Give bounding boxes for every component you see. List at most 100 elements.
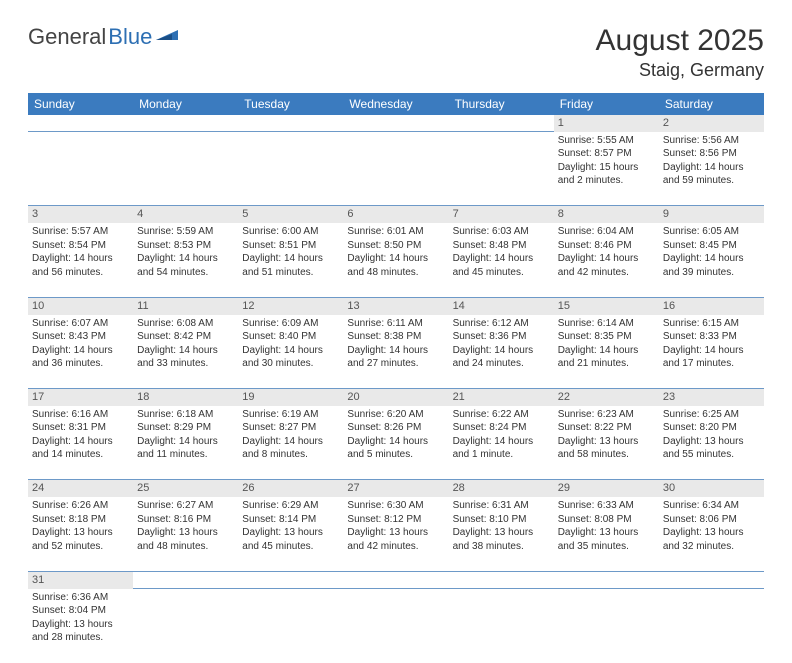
daylight-text: Daylight: 14 hours and 33 minutes. [137,344,234,371]
month-title: August 2025 [596,24,764,58]
day-number-cell: 6 [343,206,448,223]
daylight-text: Daylight: 14 hours and 17 minutes. [663,344,760,371]
sunset-text: Sunset: 8:27 PM [242,421,339,435]
sunset-text: Sunset: 8:22 PM [558,421,655,435]
day-number-cell: 21 [449,389,554,406]
sunrise-text: Sunrise: 6:18 AM [137,408,234,422]
sunset-text: Sunset: 8:43 PM [32,330,129,344]
day-number-cell [238,571,343,588]
week-row: Sunrise: 5:55 AMSunset: 8:57 PMDaylight:… [28,132,764,206]
sunrise-text: Sunrise: 6:15 AM [663,317,760,331]
day-number-cell: 4 [133,206,238,223]
sunset-text: Sunset: 8:04 PM [32,604,129,618]
sunrise-text: Sunrise: 6:11 AM [347,317,444,331]
day-cell [238,589,343,663]
day-cell: Sunrise: 6:18 AMSunset: 8:29 PMDaylight:… [133,406,238,480]
location: Staig, Germany [596,60,764,81]
sunrise-text: Sunrise: 6:04 AM [558,225,655,239]
daylight-text: Daylight: 14 hours and 1 minute. [453,435,550,462]
sunset-text: Sunset: 8:35 PM [558,330,655,344]
sunrise-text: Sunrise: 6:29 AM [242,499,339,513]
day-cell [343,132,448,206]
sunrise-text: Sunrise: 6:26 AM [32,499,129,513]
day-number-cell [133,115,238,132]
sunset-text: Sunset: 8:42 PM [137,330,234,344]
day-cell: Sunrise: 6:11 AMSunset: 8:38 PMDaylight:… [343,315,448,389]
day-number-cell: 7 [449,206,554,223]
day-cell: Sunrise: 6:12 AMSunset: 8:36 PMDaylight:… [449,315,554,389]
sunset-text: Sunset: 8:48 PM [453,239,550,253]
day-number-cell [659,571,764,588]
day-number-cell: 9 [659,206,764,223]
sunset-text: Sunset: 8:16 PM [137,513,234,527]
sunrise-text: Sunrise: 5:56 AM [663,134,760,148]
day-number-cell: 29 [554,480,659,497]
day-number-cell: 2 [659,115,764,132]
sunrise-text: Sunrise: 6:05 AM [663,225,760,239]
day-number-cell [28,115,133,132]
sunset-text: Sunset: 8:51 PM [242,239,339,253]
sunrise-text: Sunrise: 6:30 AM [347,499,444,513]
weekday-header: Thursday [449,93,554,115]
sunset-text: Sunset: 8:26 PM [347,421,444,435]
day-number-cell: 30 [659,480,764,497]
sunrise-text: Sunrise: 6:16 AM [32,408,129,422]
sunset-text: Sunset: 8:40 PM [242,330,339,344]
calendar-table: SundayMondayTuesdayWednesdayThursdayFrid… [28,93,764,663]
daylight-text: Daylight: 13 hours and 55 minutes. [663,435,760,462]
day-cell: Sunrise: 6:23 AMSunset: 8:22 PMDaylight:… [554,406,659,480]
daylight-text: Daylight: 13 hours and 58 minutes. [558,435,655,462]
daylight-text: Daylight: 13 hours and 38 minutes. [453,526,550,553]
week-row: Sunrise: 6:26 AMSunset: 8:18 PMDaylight:… [28,497,764,571]
day-cell: Sunrise: 6:07 AMSunset: 8:43 PMDaylight:… [28,315,133,389]
day-cell [659,589,764,663]
daylight-text: Daylight: 14 hours and 51 minutes. [242,252,339,279]
daylight-text: Daylight: 14 hours and 8 minutes. [242,435,339,462]
sunrise-text: Sunrise: 5:59 AM [137,225,234,239]
day-number-cell: 12 [238,297,343,314]
daylight-text: Daylight: 14 hours and 5 minutes. [347,435,444,462]
sunrise-text: Sunrise: 6:36 AM [32,591,129,605]
daylight-text: Daylight: 14 hours and 39 minutes. [663,252,760,279]
day-cell: Sunrise: 6:33 AMSunset: 8:08 PMDaylight:… [554,497,659,571]
day-cell: Sunrise: 5:57 AMSunset: 8:54 PMDaylight:… [28,223,133,297]
logo: GeneralBlue [28,24,178,50]
logo-text-2: Blue [108,24,152,50]
day-cell: Sunrise: 6:01 AMSunset: 8:50 PMDaylight:… [343,223,448,297]
day-number-cell [449,115,554,132]
sunset-text: Sunset: 8:50 PM [347,239,444,253]
day-cell [133,132,238,206]
day-cell: Sunrise: 6:25 AMSunset: 8:20 PMDaylight:… [659,406,764,480]
sunrise-text: Sunrise: 6:12 AM [453,317,550,331]
title-block: August 2025 Staig, Germany [596,24,764,81]
day-cell: Sunrise: 5:55 AMSunset: 8:57 PMDaylight:… [554,132,659,206]
daylight-text: Daylight: 13 hours and 32 minutes. [663,526,760,553]
flag-icon [156,26,178,42]
day-cell: Sunrise: 6:27 AMSunset: 8:16 PMDaylight:… [133,497,238,571]
week-row: Sunrise: 6:07 AMSunset: 8:43 PMDaylight:… [28,315,764,389]
sunrise-text: Sunrise: 6:08 AM [137,317,234,331]
day-number-cell [238,115,343,132]
day-number-cell [554,571,659,588]
sunset-text: Sunset: 8:46 PM [558,239,655,253]
day-cell: Sunrise: 6:22 AMSunset: 8:24 PMDaylight:… [449,406,554,480]
sunrise-text: Sunrise: 6:01 AM [347,225,444,239]
day-number-cell: 18 [133,389,238,406]
daylight-text: Daylight: 13 hours and 42 minutes. [347,526,444,553]
sunrise-text: Sunrise: 6:27 AM [137,499,234,513]
weekday-header-row: SundayMondayTuesdayWednesdayThursdayFrid… [28,93,764,115]
day-cell: Sunrise: 5:59 AMSunset: 8:53 PMDaylight:… [133,223,238,297]
day-number-row: 31 [28,571,764,588]
day-number-cell: 14 [449,297,554,314]
day-cell: Sunrise: 6:34 AMSunset: 8:06 PMDaylight:… [659,497,764,571]
sunset-text: Sunset: 8:53 PM [137,239,234,253]
sunset-text: Sunset: 8:31 PM [32,421,129,435]
sunrise-text: Sunrise: 6:34 AM [663,499,760,513]
day-number-row: 24252627282930 [28,480,764,497]
day-number-cell: 16 [659,297,764,314]
day-number-cell [133,571,238,588]
sunrise-text: Sunrise: 6:22 AM [453,408,550,422]
day-cell [238,132,343,206]
daylight-text: Daylight: 14 hours and 11 minutes. [137,435,234,462]
day-cell: Sunrise: 6:29 AMSunset: 8:14 PMDaylight:… [238,497,343,571]
